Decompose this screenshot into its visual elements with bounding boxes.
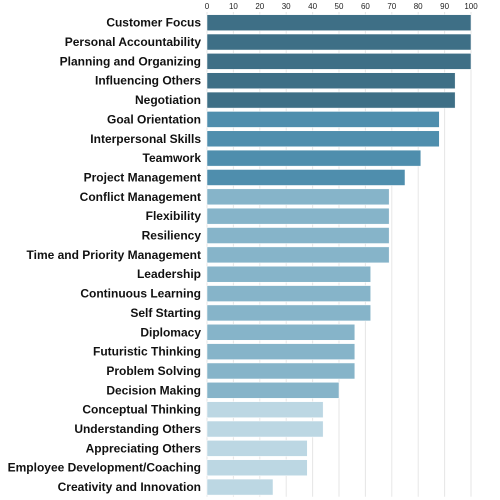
bar: [206, 14, 472, 31]
category-label: Appreciating Others: [86, 441, 202, 455]
x-tick-label: 90: [440, 2, 449, 11]
category-label: Planning and Organizing: [60, 54, 201, 68]
bar: [206, 343, 356, 360]
bar: [206, 401, 324, 418]
category-label: Self Starting: [130, 306, 201, 320]
category-label: Resiliency: [142, 229, 202, 243]
category-label: Negotiation: [135, 93, 201, 107]
category-label: Conceptual Thinking: [82, 403, 201, 417]
category-label: Futuristic Thinking: [93, 345, 201, 359]
x-tick-label: 70: [387, 2, 396, 11]
bar: [206, 285, 371, 302]
bar: [206, 130, 440, 148]
x-tick-label: 60: [361, 2, 370, 11]
bar: [206, 227, 390, 244]
x-tick-label: 100: [464, 2, 478, 11]
category-label: Creativity and Innovation: [58, 480, 201, 494]
category-label: Conflict Management: [80, 190, 201, 204]
bar: [206, 149, 422, 167]
category-label: Personal Accountability: [65, 35, 202, 49]
x-tick-label: 40: [308, 2, 317, 11]
x-tick-label: 0: [205, 2, 210, 11]
x-tick-label: 80: [414, 2, 423, 11]
category-label: Flexibility: [146, 209, 202, 223]
category-label: Time and Priority Management: [27, 248, 202, 262]
bar: [206, 478, 274, 496]
bar: [206, 304, 371, 322]
category-label: Diplomacy: [140, 325, 201, 339]
category-label: Problem Solving: [106, 364, 201, 378]
bar: [206, 324, 356, 341]
bar: [206, 53, 472, 70]
category-label: Leadership: [137, 267, 201, 281]
x-tick-label: 50: [335, 2, 344, 11]
bar: [206, 72, 456, 89]
category-label: Continuous Learning: [80, 287, 201, 301]
category-label: Influencing Others: [95, 74, 201, 88]
bar: [206, 420, 324, 438]
category-label: Employee Development/Coaching: [8, 461, 201, 475]
bar: [206, 382, 340, 399]
bar: [206, 188, 390, 206]
x-tick-label: 20: [255, 2, 264, 11]
category-label: Goal Orientation: [107, 112, 201, 126]
category-label: Project Management: [84, 170, 201, 184]
bar: [206, 111, 440, 128]
bar: [206, 459, 308, 476]
x-tick-label: 30: [282, 2, 291, 11]
bar: [206, 440, 308, 457]
bars: [206, 14, 472, 496]
bar: [206, 362, 356, 380]
category-label: Decision Making: [106, 383, 201, 397]
bar: [206, 246, 390, 264]
x-axis-ticks: 0 10 20 30 40 50 60 70 80 90 100: [205, 2, 478, 11]
bar: [206, 169, 406, 186]
bar: [206, 265, 371, 283]
category-labels: Customer Focus Personal Accountability Pla…: [8, 16, 202, 494]
bar: [206, 207, 390, 225]
category-label: Interpersonal Skills: [90, 132, 201, 146]
x-tick-label: 10: [229, 2, 238, 11]
category-label: Customer Focus: [106, 16, 201, 30]
bar: [206, 91, 456, 109]
category-label: Understanding Others: [74, 422, 201, 436]
bar: [206, 33, 472, 51]
category-label: Teamwork: [143, 151, 202, 165]
